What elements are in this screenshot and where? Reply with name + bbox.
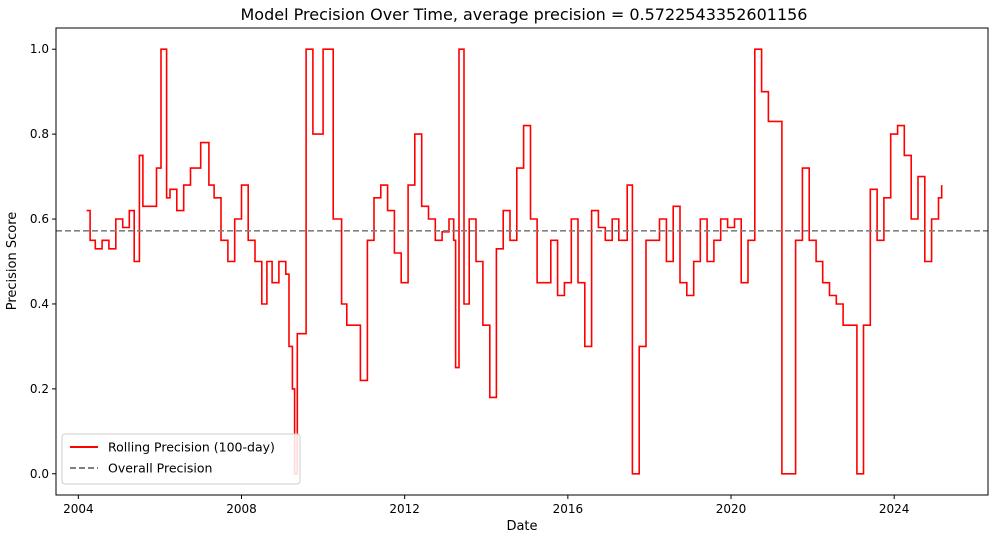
x-axis-label: Date bbox=[506, 519, 537, 534]
x-tick-label: 2020 bbox=[716, 502, 747, 516]
x-tick-label: 2004 bbox=[63, 502, 94, 516]
x-axis-ticks: 2004 2008 2012 2016 2020 2024 bbox=[63, 495, 909, 516]
x-tick-label: 2008 bbox=[226, 502, 257, 516]
legend-label-overall-precision: Overall Precision bbox=[108, 461, 212, 476]
legend-label-rolling-precision: Rolling Precision (100-day) bbox=[108, 440, 275, 455]
plot-frame bbox=[55, 27, 989, 496]
legend: Rolling Precision (100-day) Overall Prec… bbox=[61, 433, 301, 485]
x-tick-label: 2024 bbox=[879, 502, 910, 516]
y-tick-label: 0.0 bbox=[30, 467, 49, 481]
chart-title: Model Precision Over Time, average preci… bbox=[241, 5, 808, 24]
y-tick-label: 0.4 bbox=[30, 297, 49, 311]
x-tick-label: 2012 bbox=[389, 502, 420, 516]
plot-area bbox=[55, 27, 989, 496]
y-tick-label: 0.8 bbox=[30, 127, 49, 141]
series-layer bbox=[56, 48, 988, 475]
y-axis-label: Precision Score bbox=[5, 212, 20, 311]
y-tick-label: 0.6 bbox=[30, 212, 49, 226]
series-line-rolling-precision bbox=[86, 48, 943, 475]
y-axis-ticks: 0.0 0.2 0.4 0.6 0.8 1.0 bbox=[30, 42, 56, 481]
y-tick-label: 1.0 bbox=[30, 42, 49, 56]
legend-box bbox=[61, 433, 301, 485]
y-tick-label: 0.2 bbox=[30, 382, 49, 396]
x-tick-label: 2016 bbox=[553, 502, 584, 516]
